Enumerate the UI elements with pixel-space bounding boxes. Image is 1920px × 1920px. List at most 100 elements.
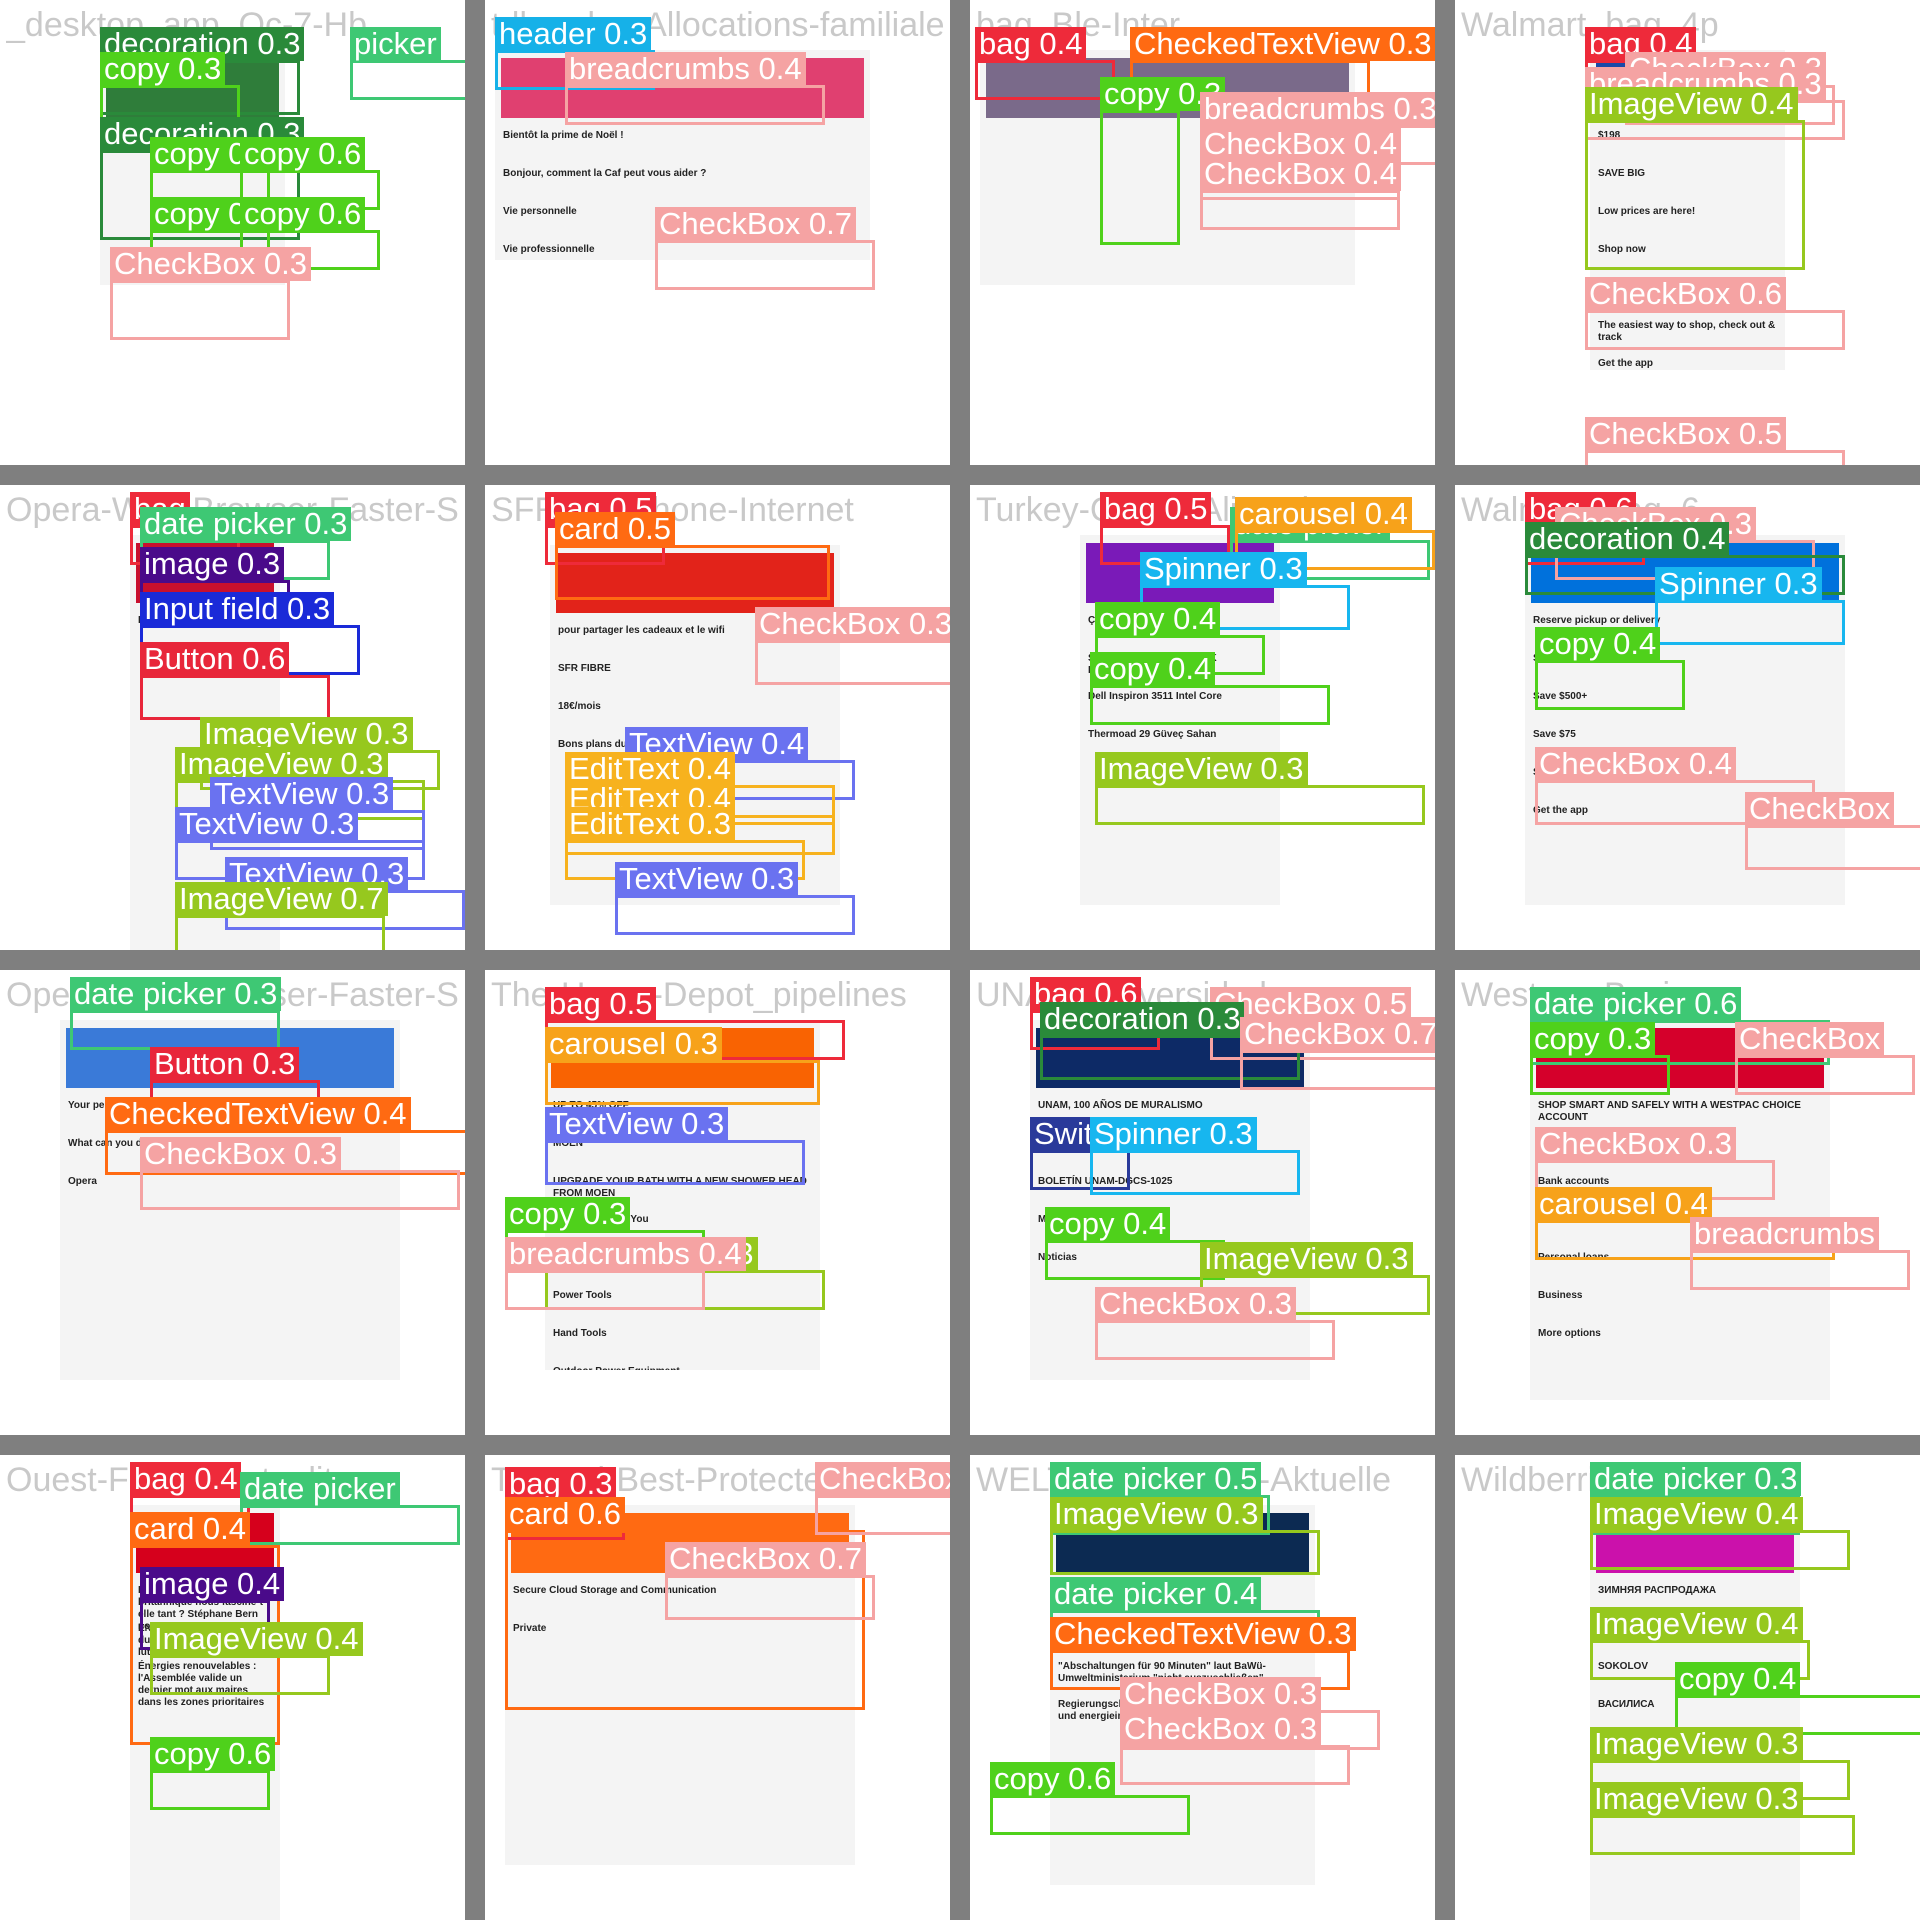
detection-box: date picker 0.6 [1530,987,1830,1065]
page-text: Private [513,1623,547,1634]
detection-box: copy 0.3 [1100,77,1226,245]
detection-label: TextView 0.3 [545,1107,729,1141]
detection-box: CheckBox 0.3 [110,247,311,340]
detection-box: CheckBox 0.5 [1585,417,1845,465]
page-text: UPGRADE YOUR BATH WITH A NEW SHOWER HEAD… [553,1176,807,1199]
detection-label: Button 0.6 [140,642,290,676]
detection-box: CheckedTextView 0.4 [105,1097,465,1175]
mosaic-tile: Turkey-Online-AlisverisÇILGIN İNDİRİM GÜ… [970,485,1435,950]
detection-box: bag 0.3 [505,1467,625,1540]
page-text: Save $75 [1533,729,1576,740]
detection-box: bag 0.4 [975,27,1115,100]
page-text: $198 [1598,130,1621,141]
detection-label: copy 0.6 [990,1762,1116,1796]
detection-label: CheckBox 0.6 [1585,277,1786,311]
detection-label: copy 0.4 [1045,1207,1171,1241]
detection-label: CheckBox 0.3 [1095,1287,1296,1321]
detection-label: copy 0.6 [150,1737,276,1771]
detection-label: CheckBox [1745,792,1895,826]
mosaic-tile: WELT-Nachrichten-AktuelleWELT PREMIEREDE… [970,1455,1435,1920]
detection-label: Button 0.3 [150,1047,300,1081]
detection-label: image 0.4 [140,1567,285,1601]
detection-label: copy 0.3 [505,1197,631,1231]
detection-label: Input field 0.3 [140,592,335,626]
page-text: Reserve pickup or delivery [1533,615,1661,626]
detection-box: breadcrumbs 0.4 [505,1237,746,1310]
page-text: Vie personnelle [503,206,577,217]
mosaic-tile: Wildberries-shop-ruЗИМНЯЯ РАСПРОДАЖАОдеж… [1455,1455,1920,1920]
page-text: Get the app [1598,358,1654,369]
detection-label: breadcrumbs 0.4 [565,52,806,86]
detection-box: TextView 0.3 [210,777,425,850]
detection-label: date picker 0.3 [70,977,282,1011]
detection-box: card 0.5 [555,512,830,600]
page-text: Low prices are here! [1598,206,1696,217]
page-text: BOLETÍN UNAM-DGCS-1025 [1038,1176,1173,1187]
page-text: ВАСИЛИСА [1598,1699,1655,1710]
detection-box: CheckBox 0.7 [665,1542,875,1620]
detection-label: ImageView 0.3 [1050,1497,1263,1531]
detection-box: ImageView 0.7 [175,882,388,950]
detection-label: ImageView 0.4 [1585,87,1798,121]
page-text: Save $500+ [1533,691,1588,702]
detection-label: picker [350,27,441,61]
detection-label: copy 0.4 [1090,652,1216,686]
detection-box: CheckBox 0.3 [1120,1677,1380,1750]
detection-box: ImageView 0.3 [200,717,440,790]
detection-label: TextView 0.3 [615,862,799,896]
detection-box: TextView 0.3 [545,1107,805,1185]
detection-label: card 0.4 [130,1512,251,1546]
detection-box: ImageView 0.4 [1590,1607,1810,1680]
detection-label: ImageView 0.3 [1590,1727,1803,1761]
detection-label: date picker 0.5 [1050,1462,1262,1496]
page-text: Secure Cloud Storage and Communication [513,1585,717,1596]
page-text: Bonjour, comment la Caf peut vous aider … [503,168,707,179]
detection-label: copy 0.4 [1675,1662,1801,1696]
detection-label: card 0.5 [555,512,676,546]
detection-box: carousel 0.4 [1535,1187,1835,1260]
page-text: Get the app [1533,805,1589,816]
detection-label: ImageView 0.4 [1590,1497,1803,1531]
detection-box: CheckBox 0.3 [1120,1712,1350,1785]
detection-label: breadcrumbs 0.3 [1200,92,1435,126]
mosaic-tile: The-Home-Depot_pipelines UP TO 45% OFF MOE… [485,970,950,1435]
page-text: More options [1538,1328,1601,1339]
detection-label: CheckBox 0.3 [1120,1712,1321,1746]
mosaic-tile: _desktop_app_Oc-7-Hb decoration 0.3 picker… [0,0,465,465]
detection-label: copy 0.3 [100,52,226,86]
detection-label: CheckBox 0.4 [1200,157,1401,191]
detection-box: card 0.6 [505,1497,865,1710]
detection-box: picker [350,27,465,100]
page-text: Bank accounts [1538,1176,1610,1187]
webpage-screenshot: Your personal browserWhat can you do wit… [60,1020,400,1380]
detection-label: carousel 0.3 [545,1027,722,1061]
page-text: Business [1538,1290,1583,1301]
page-text: pour partager les cadeaux et le wifi [558,625,725,636]
detection-box: breadcrumbs 0.3 [1200,92,1435,165]
detection-box: copy 0.6 [150,1737,276,1810]
detection-label: CheckBox 0.4 [1200,127,1401,161]
page-text: 18€/mois [558,701,601,712]
detection-label: breadcrumbs 0.4 [505,1237,746,1271]
detection-label: bag 0.4 [975,27,1087,61]
detection-label: copy 0.6 [240,197,366,231]
page-text: Noticias [1038,1252,1077,1263]
detection-label: ImageView 0.4 [150,1622,363,1656]
detection-label: bag 0.5 [1100,492,1212,526]
detection-box: CheckedTextView 0.3 [1130,27,1435,105]
page-text: SHOP SMART AND SAFELY WITH A WESTPAC CHO… [1538,1100,1801,1123]
page-text: Opera [68,1176,97,1187]
detection-box: CheckBox 0.6 [1585,277,1845,350]
mosaic-tile: Walmart_bag_4p $198 SAVE BIG Low prices are… [1455,0,1920,465]
detection-label: carousel 0.4 [1235,497,1412,531]
detection-label: ImageView 0.3 [175,747,388,781]
detection-box: bag 0.4 [130,1462,250,1535]
detection-box: copy 0.4 [1045,1207,1225,1280]
detection-box: CheckBox 0.4 [1535,747,1815,825]
page-text: Vie professionnelle [503,244,595,255]
detection-label: TextView 0.3 [210,777,394,811]
detection-box: date picker 0.5 [1050,1462,1270,1535]
detection-label: Spinner 0.3 [1090,1117,1257,1151]
page-text: Dell Inspiron 3511 Intel Core [1088,691,1222,702]
